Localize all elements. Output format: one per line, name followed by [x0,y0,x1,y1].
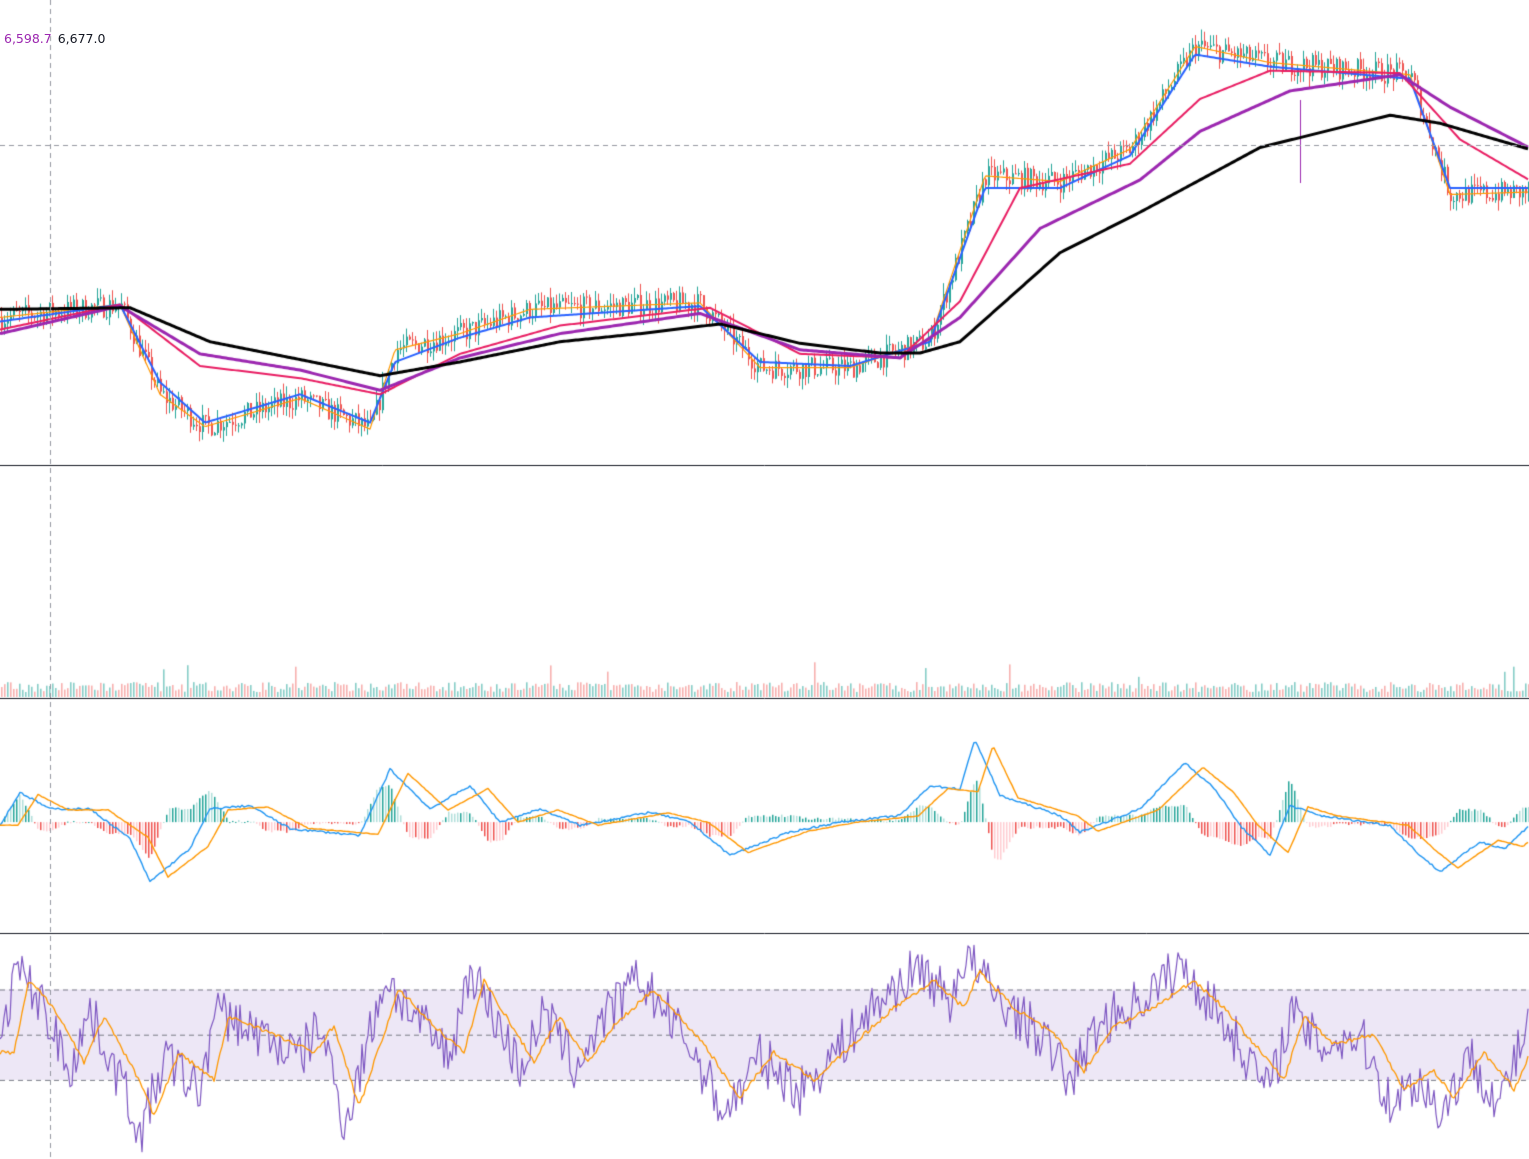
legend-value-b: 6,677.0 [57,31,106,46]
crosshair-legend: 6,598.7 6,677.0 [4,31,111,46]
legend-value-a: 6,598.7 [4,31,52,46]
